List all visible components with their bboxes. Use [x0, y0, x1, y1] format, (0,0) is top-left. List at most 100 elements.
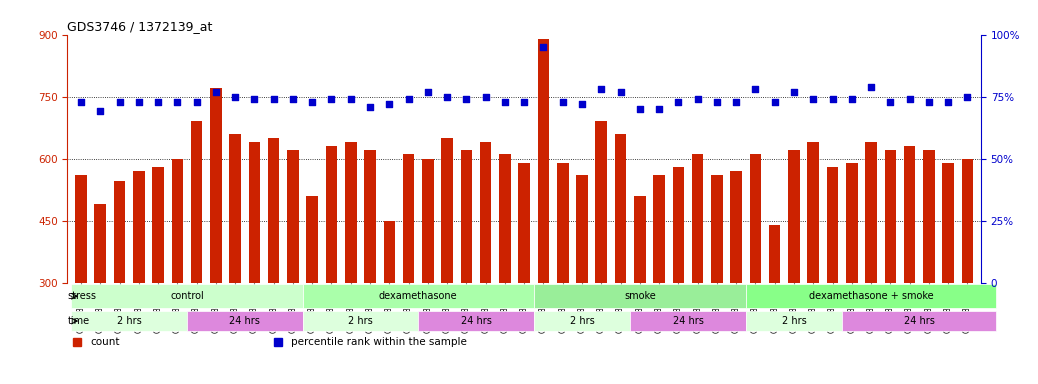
Bar [288, 151, 299, 384]
Text: 24 hrs: 24 hrs [673, 316, 704, 326]
Point [458, 96, 474, 102]
Point [149, 98, 166, 104]
Point [477, 94, 494, 100]
Point [246, 96, 263, 102]
Point [111, 98, 128, 104]
Point [304, 98, 321, 104]
Text: smoke: smoke [624, 291, 656, 301]
Point [651, 106, 667, 112]
Bar [249, 142, 261, 384]
Point [536, 44, 552, 50]
Point [574, 101, 591, 107]
Text: control: control [170, 291, 203, 301]
FancyBboxPatch shape [746, 311, 842, 331]
Text: percentile rank within the sample: percentile rank within the sample [292, 337, 467, 347]
Bar [133, 171, 144, 384]
Bar [210, 88, 222, 384]
Bar [808, 142, 819, 384]
Text: 24 hrs: 24 hrs [461, 316, 491, 326]
Bar [884, 151, 896, 384]
Bar [557, 163, 569, 384]
Text: dexamethasone + smoke: dexamethasone + smoke [809, 291, 933, 301]
Bar [94, 204, 106, 384]
Bar [422, 159, 434, 384]
Point [419, 89, 436, 95]
Text: 2 hrs: 2 hrs [782, 316, 807, 326]
Bar [461, 151, 472, 384]
Point [169, 98, 186, 104]
Bar [538, 39, 549, 384]
Bar [923, 151, 934, 384]
Point [188, 98, 204, 104]
Bar [866, 142, 877, 384]
Point [939, 98, 956, 104]
Bar [711, 175, 722, 384]
Point [824, 96, 841, 102]
Bar [229, 134, 241, 384]
Point [227, 94, 244, 100]
FancyBboxPatch shape [418, 311, 534, 331]
Text: dexamethasone: dexamethasone [379, 291, 458, 301]
Bar [326, 146, 337, 384]
Point [92, 108, 109, 114]
Bar [383, 221, 395, 384]
Bar [480, 142, 491, 384]
Bar [441, 138, 453, 384]
Point [266, 96, 282, 102]
FancyBboxPatch shape [842, 311, 996, 331]
Bar [596, 121, 607, 384]
Bar [518, 163, 530, 384]
FancyBboxPatch shape [630, 311, 746, 331]
Point [844, 96, 861, 102]
Text: 24 hrs: 24 hrs [904, 316, 934, 326]
Bar [731, 171, 742, 384]
Bar [364, 151, 376, 384]
FancyBboxPatch shape [72, 284, 302, 308]
Bar [769, 225, 781, 384]
FancyBboxPatch shape [72, 311, 187, 331]
Point [766, 98, 783, 104]
Point [689, 96, 706, 102]
Point [323, 96, 339, 102]
Bar [576, 175, 588, 384]
Point [728, 98, 744, 104]
Point [786, 89, 802, 95]
Point [73, 98, 89, 104]
Point [381, 101, 398, 107]
Point [804, 96, 821, 102]
Text: time: time [67, 316, 90, 326]
Point [208, 89, 224, 95]
Point [882, 98, 899, 104]
Bar [673, 167, 684, 384]
Point [612, 89, 629, 95]
Bar [826, 167, 839, 384]
FancyBboxPatch shape [534, 284, 746, 308]
Bar [788, 151, 799, 384]
Text: count: count [90, 337, 119, 347]
Point [131, 98, 147, 104]
Bar [846, 163, 857, 384]
Bar [153, 167, 164, 384]
Bar [634, 196, 646, 384]
Bar [961, 159, 974, 384]
Text: 2 hrs: 2 hrs [570, 316, 595, 326]
Bar [904, 146, 916, 384]
Bar [943, 163, 954, 384]
Point [401, 96, 417, 102]
FancyBboxPatch shape [187, 311, 302, 331]
Bar [345, 142, 356, 384]
FancyBboxPatch shape [746, 284, 996, 308]
Bar [403, 154, 414, 384]
Point [901, 96, 918, 102]
Point [496, 98, 513, 104]
Point [863, 84, 879, 90]
Point [516, 98, 532, 104]
Point [921, 98, 937, 104]
Point [593, 86, 609, 92]
Text: GDS3746 / 1372139_at: GDS3746 / 1372139_at [67, 20, 213, 33]
Point [959, 94, 976, 100]
Bar [306, 196, 318, 384]
Bar [499, 154, 511, 384]
Point [631, 106, 648, 112]
Text: stress: stress [67, 291, 97, 301]
